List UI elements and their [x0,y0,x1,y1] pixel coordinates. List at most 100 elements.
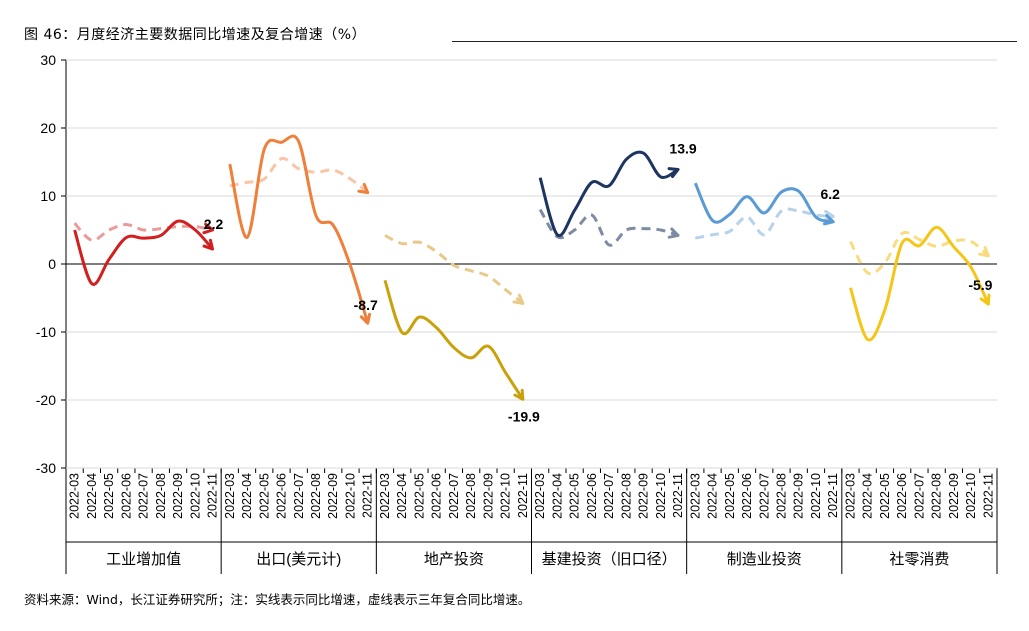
x-tick-label: 2022-07 [137,473,151,519]
y-tick-label: -20 [36,392,56,408]
end-value-label: 2.2 [204,216,224,232]
x-tick-label: 2022-11 [206,473,220,518]
x-tick-label: 2022-03 [688,473,702,519]
cagr-line-arrow [512,293,525,305]
x-tick-label: 2022-03 [378,473,392,519]
x-tick-label: 2022-04 [550,473,564,519]
yoy-line [383,279,525,401]
yoy-line-arrow [359,312,372,325]
x-tick-label: 2022-06 [740,473,754,519]
cagr-line-arrow [202,222,215,235]
group-label: 社零消费 [889,551,949,568]
yoy-line-arrow [979,293,991,306]
group-label: 基建投资（旧口径） [542,551,677,568]
x-tick-label: 2022-09 [481,473,495,519]
yoy-line [849,225,990,342]
y-tick-label: -10 [36,324,56,340]
x-tick-label: 2022-05 [102,473,116,519]
cagr-line-arrow [823,209,835,222]
x-tick-label: 2022-08 [619,473,633,519]
x-tick-label: 2022-09 [326,473,340,519]
yoy-line [73,219,214,286]
cagr-line [229,156,369,194]
x-tick-label: 2022-04 [395,473,409,519]
y-tick-label: 10 [40,188,56,204]
group-label: 工业增加值 [106,551,181,568]
cagr-line-arrow [667,227,680,239]
cagr-line-arrow [978,245,990,258]
x-tick-label: 2022-07 [602,473,616,519]
x-tick-label: 2022-05 [568,473,582,519]
x-tick-label: 2022-07 [292,473,306,519]
source-note: 资料来源：Wind，长江证券研究所；注：实线表示同比增速，虚线表示三年复合同比增… [24,592,531,607]
x-tick-label: 2022-06 [275,473,289,519]
yoy-line [228,134,370,324]
end-value-label: -19.9 [508,408,540,424]
cagr-line-arrow [357,182,370,195]
x-tick-label: 2022-05 [878,473,892,519]
x-tick-label: 2022-03 [843,473,857,519]
yoy-line-arrow [202,238,215,251]
x-tick-label: 2022-10 [809,473,823,519]
x-tick-label: 2022-10 [188,473,202,519]
x-tick-label: 2022-09 [792,473,806,519]
x-tick-label: 2022-06 [430,473,444,519]
x-tick-label: 2022-03 [68,473,82,519]
x-tick-label: 2022-07 [757,473,771,519]
y-tick-label: 0 [48,256,56,272]
end-value-label: -8.7 [354,297,378,313]
x-tick-label: 2022-11 [826,473,840,518]
yoy-line-arrow [822,214,835,226]
cagr-line [849,230,990,276]
x-tick-label: 2022-08 [774,473,788,519]
yoy-line-arrow [513,388,525,401]
x-tick-label: 2022-10 [654,473,668,519]
x-tick-label: 2022-04 [861,473,875,519]
x-tick-label: 2022-07 [912,473,926,519]
x-tick-label: 2022-04 [85,473,99,519]
x-tick-label: 2022-08 [154,473,168,519]
x-tick-label: 2022-09 [947,473,961,519]
x-tick-label: 2022-11 [516,473,530,518]
group-label: 出口(美元计) [256,551,341,568]
x-tick-label: 2022-07 [447,473,461,519]
x-tick-label: 2022-09 [637,473,651,519]
x-tick-label: 2022-10 [343,473,357,519]
group-label: 制造业投资 [727,551,802,568]
x-tick-label: 2022-11 [981,473,995,518]
chart-title: 图 46：月度经济主要数据同比增速及复合增速（%） [24,27,367,43]
x-tick-label: 2022-11 [361,473,375,518]
cagr-line [538,208,679,247]
yoy-line [693,182,834,224]
x-tick-label: 2022-08 [309,473,323,519]
x-tick-label: 2022-06 [119,473,133,519]
group-label: 地产投资 [424,551,484,568]
yoy-line-arrow [667,167,680,179]
cagr-line [384,234,524,305]
x-tick-label: 2022-04 [240,473,254,519]
end-value-label: -5.9 [968,277,992,293]
x-tick-label: 2022-09 [171,473,185,519]
x-tick-label: 2022-11 [671,473,685,518]
x-tick-label: 2022-04 [706,473,720,519]
x-tick-label: 2022-06 [895,473,909,519]
title-divider [452,41,1017,42]
yoy-line [538,150,679,238]
y-tick-label: -30 [36,460,56,476]
y-tick-label: 20 [40,120,56,136]
end-value-label: 6.2 [820,186,840,202]
cagr-line [694,207,834,240]
chart-data-labels: 2.2 -8.7 -19.9 13.9 6.2 -5.9 [204,140,993,424]
x-tick-label: 2022-05 [412,473,426,519]
y-tick-label: 30 [40,52,56,68]
x-tick-label: 2022-10 [964,473,978,519]
x-tick-label: 2022-06 [585,473,599,519]
end-value-label: 13.9 [669,140,696,156]
x-tick-label: 2022-03 [223,473,237,519]
chart-grid [66,59,997,469]
chart-series [73,134,991,401]
x-tick-label: 2022-05 [257,473,271,519]
x-tick-label: 2022-05 [723,473,737,519]
